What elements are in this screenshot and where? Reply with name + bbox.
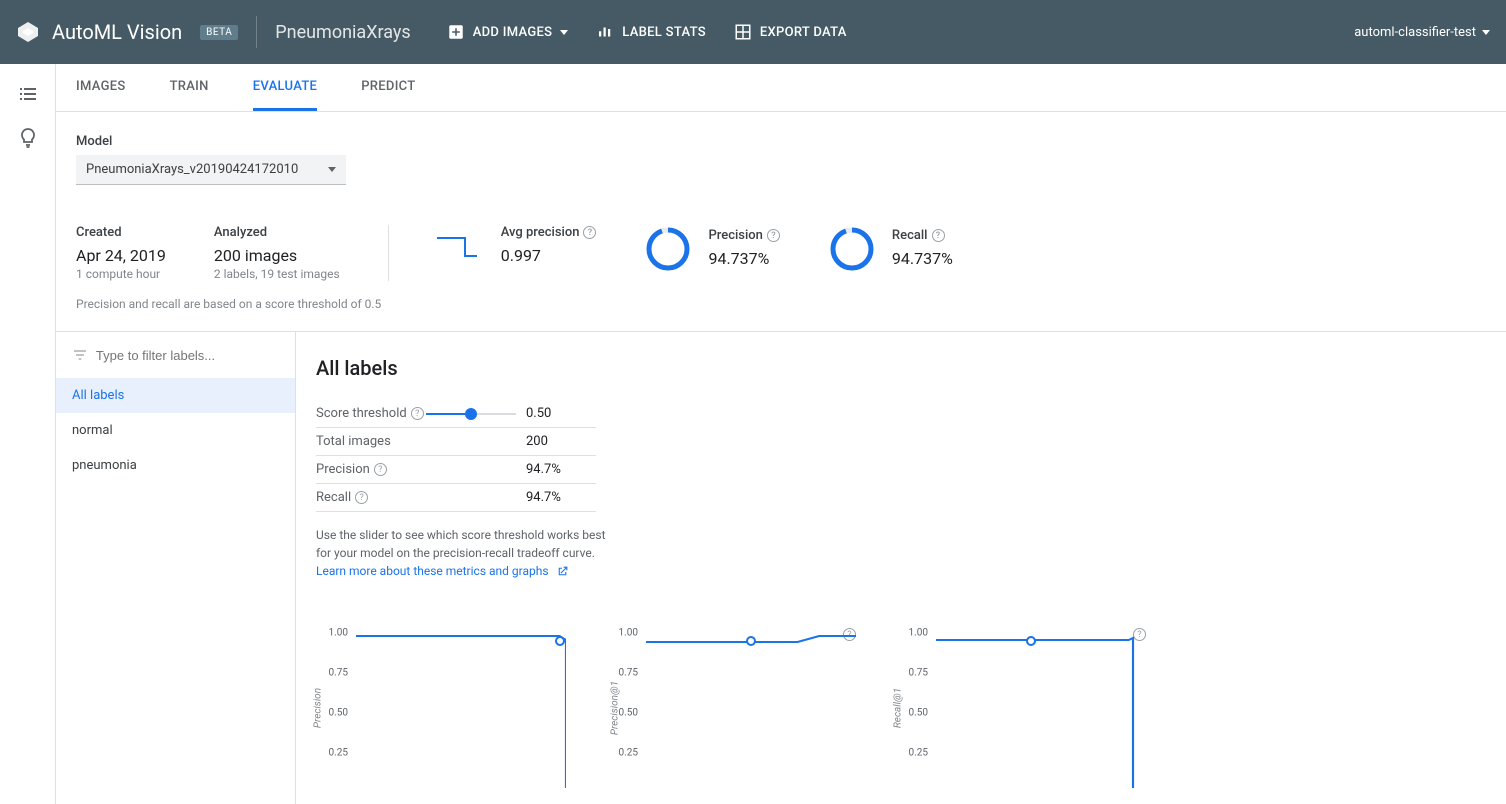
mini-chart: Precision1.000.750.500.25 [316,628,566,788]
chevron-down-icon [1482,30,1490,35]
recall-donut-icon [828,225,876,273]
product-logo-group: AutoML Vision BETA [16,20,238,44]
label-item[interactable]: All labels [56,378,295,413]
avg-precision-block: Avg precision? 0.997 [437,225,597,267]
metrics-table: Score threshold? 0.50 Total images [316,400,596,512]
lightbulb-icon[interactable] [16,126,40,150]
label-item[interactable]: normal [56,413,295,448]
evaluate-panel: All labelsnormalpneumonia All labels Sco… [56,331,1506,804]
export-icon [734,23,752,41]
help-icon[interactable]: ? [583,226,596,239]
total-label: Total images [316,434,391,449]
analyzed-sub: 2 labels, 19 test images [214,267,340,281]
precision-block: Precision? 94.737% [644,225,779,273]
sparkline-icon [437,234,477,258]
help-icon[interactable]: ? [374,463,387,476]
help-icon[interactable]: ? [411,407,424,420]
topbar-actions: ADD IMAGES LABEL STATS EXPORT DATA [447,23,847,41]
chart-marker [1026,636,1036,646]
precision-row: Precision? 94.7% [316,456,596,484]
label-list: All labelsnormalpneumonia [56,378,295,483]
threshold-value: 0.50 [526,406,596,421]
mini-chart: Precision@11.000.750.500.25? [606,628,856,788]
left-rail [0,64,56,804]
add-images-label: ADD IMAGES [473,25,553,40]
project-name[interactable]: PneumoniaXrays [275,22,410,43]
precision-label: Precision? [708,228,779,243]
account-name: automl-classifier-test [1354,25,1476,40]
model-selected: PneumoniaXrays_v20190424172010 [86,162,298,177]
detail-heading: All labels [316,356,1486,380]
stat-divider [388,225,389,281]
help-prefix: Use the slider to see which score thresh… [316,528,606,560]
threshold-label: Score threshold [316,406,407,421]
topbar: AutoML Vision BETA PneumoniaXrays ADD IM… [0,0,1506,64]
recall-row-label: Recall [316,490,351,505]
analyzed-label: Analyzed [214,225,340,240]
created-value: Apr 24, 2019 [76,246,166,265]
chart-marker [555,636,565,646]
tab-images[interactable]: IMAGES [76,64,126,111]
filter-icon [72,346,88,364]
learn-more-link[interactable]: Learn more about these metrics and graph… [316,564,549,578]
precision-donut-icon [644,225,692,273]
recall-value: 94.737% [892,249,953,268]
tab-predict[interactable]: PREDICT [361,64,415,111]
help-icon[interactable]: ? [767,229,780,242]
recall-block: Recall? 94.737% [828,225,953,273]
add-icon [447,23,465,41]
chart-marker [746,636,756,646]
automl-logo-icon [16,20,40,44]
open-in-new-icon [556,565,569,578]
filter-row [56,332,295,378]
export-data-button[interactable]: EXPORT DATA [734,23,847,41]
threshold-row: Score threshold? 0.50 [316,400,596,428]
recall-row-value: 94.7% [526,490,596,505]
account-dropdown[interactable]: automl-classifier-test [1354,25,1490,40]
recall-row: Recall? 94.7% [316,484,596,512]
model-select[interactable]: PneumoniaXrays_v20190424172010 [76,155,346,185]
chevron-down-icon [560,30,568,35]
threshold-footnote: Precision and recall are based on a scor… [76,297,1486,311]
tab-train[interactable]: TRAIN [170,64,209,111]
label-sidebar: All labelsnormalpneumonia [56,332,296,804]
precision-value: 94.737% [708,249,779,268]
export-data-label: EXPORT DATA [760,25,847,40]
avg-precision-value: 0.997 [501,246,597,265]
help-icon[interactable]: ? [355,491,368,504]
label-stats-button[interactable]: LABEL STATS [596,23,706,41]
filter-input[interactable] [96,348,279,363]
analyzed-block: Analyzed 200 images 2 labels, 19 test im… [214,225,340,281]
threshold-slider[interactable] [426,407,516,421]
help-text: Use the slider to see which score thresh… [316,526,616,580]
precision-row-label: Precision [316,462,370,477]
list-icon[interactable] [16,82,40,106]
dataset-tabs: IMAGES TRAIN EVALUATE PREDICT [56,64,1506,112]
analyzed-value: 200 images [214,246,340,265]
beta-badge: BETA [200,25,238,40]
precision-row-value: 94.7% [526,462,596,477]
model-label: Model [76,134,1486,149]
created-sub: 1 compute hour [76,267,166,281]
detail-panel: All labels Score threshold? 0.50 [296,332,1506,804]
tab-evaluate[interactable]: EVALUATE [253,64,317,111]
mini-chart: Recall@11.000.750.500.25? [896,628,1146,788]
total-row: Total images 200 [316,428,596,456]
created-block: Created Apr 24, 2019 1 compute hour [76,225,166,281]
main-area: IMAGES TRAIN EVALUATE PREDICT Model Pneu… [56,64,1506,804]
product-name: AutoML Vision [52,20,182,44]
help-icon[interactable]: ? [932,229,945,242]
label-item[interactable]: pneumonia [56,448,295,483]
created-label: Created [76,225,166,240]
add-images-button[interactable]: ADD IMAGES [447,23,569,41]
chevron-down-icon [328,167,336,172]
recall-label: Recall? [892,228,953,243]
avg-precision-label: Avg precision? [501,225,597,240]
topbar-divider [256,16,257,48]
charts-row: Precision1.000.750.500.25Precision@11.00… [316,628,1486,788]
label-stats-label: LABEL STATS [622,25,706,40]
summary-stats: Created Apr 24, 2019 1 compute hour Anal… [76,225,1486,281]
bar-chart-icon [596,23,614,41]
total-value: 200 [526,434,596,449]
